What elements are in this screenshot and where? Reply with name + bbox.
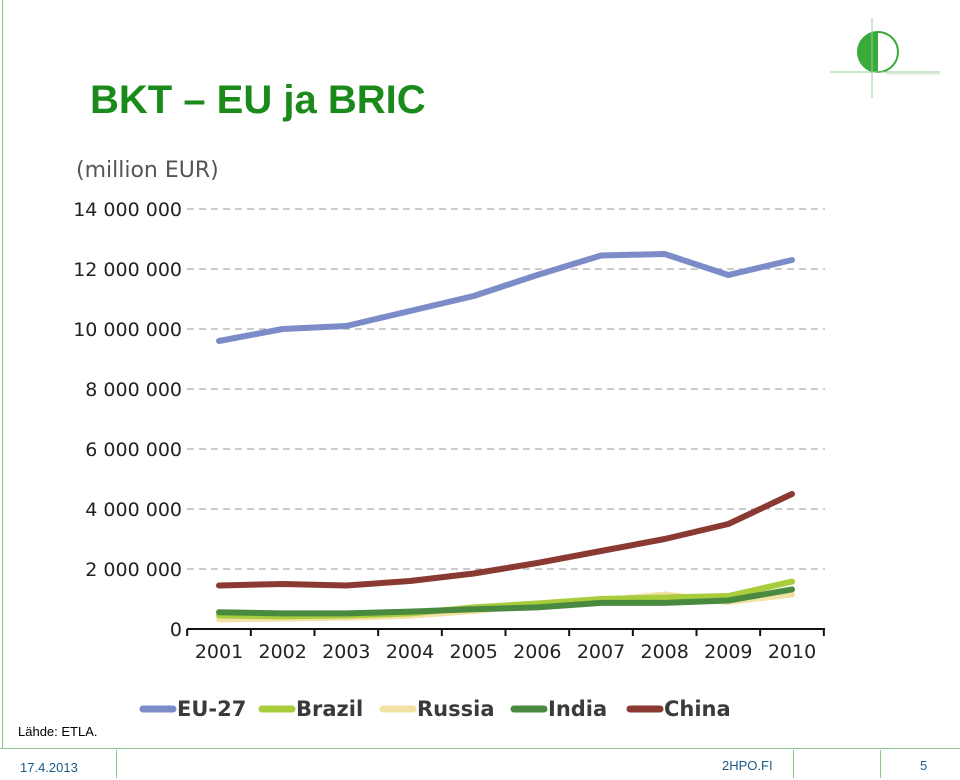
y-tick-label: 8 000 000 <box>85 379 182 401</box>
footer-divider <box>0 748 960 749</box>
footer-separator <box>116 750 117 778</box>
y-tick-label: 0 <box>170 619 182 641</box>
legend-label-china: China <box>664 697 731 721</box>
x-tick-label: 2007 <box>577 641 625 663</box>
series-line-china <box>216 491 795 589</box>
legend-label-india: India <box>548 697 607 721</box>
y-tick-label: 10 000 000 <box>73 319 182 341</box>
page-number: 5 <box>920 758 928 773</box>
footer-site: 2HPO.FI <box>722 758 773 773</box>
logo-icon <box>830 18 940 98</box>
y-tick-label: 14 000 000 <box>73 199 182 221</box>
y-tick-label: 6 000 000 <box>85 439 182 461</box>
x-tick-label: 2005 <box>449 641 497 663</box>
y-tick-label: 12 000 000 <box>73 259 182 281</box>
x-tick-label: 2010 <box>768 641 816 663</box>
line-chart: (million EUR) 0 2 000 000 4 000 000 6 000 00… <box>73 158 825 721</box>
x-tick-label: 2008 <box>640 641 688 663</box>
slide-title: BKT – EU ja BRIC <box>90 78 426 122</box>
x-tick-label: 2001 <box>195 641 243 663</box>
x-tick-label: 2009 <box>704 641 752 663</box>
legend-label-brazil: Brazil <box>296 697 363 721</box>
series-line-india <box>216 586 795 617</box>
y-tick-label: 2 000 000 <box>85 559 182 581</box>
x-tick-label: 2002 <box>258 641 306 663</box>
x-tick-label: 2003 <box>322 641 370 663</box>
x-tick-label: 2006 <box>513 641 561 663</box>
footer-separator <box>880 750 881 778</box>
footer-separator <box>793 750 794 778</box>
legend-label-russia: Russia <box>417 697 495 721</box>
series-line-eu-27 <box>216 251 795 344</box>
x-tick-label: 2004 <box>386 641 434 663</box>
left-accent-rule <box>2 0 3 748</box>
y-axis-label: (million EUR) <box>76 158 219 183</box>
y-tick-label: 4 000 000 <box>85 499 182 521</box>
legend-label-eu-27: EU-27 <box>177 697 246 721</box>
source-note: Lähde: ETLA. <box>18 724 98 739</box>
footer-date: 17.4.2013 <box>20 760 78 775</box>
